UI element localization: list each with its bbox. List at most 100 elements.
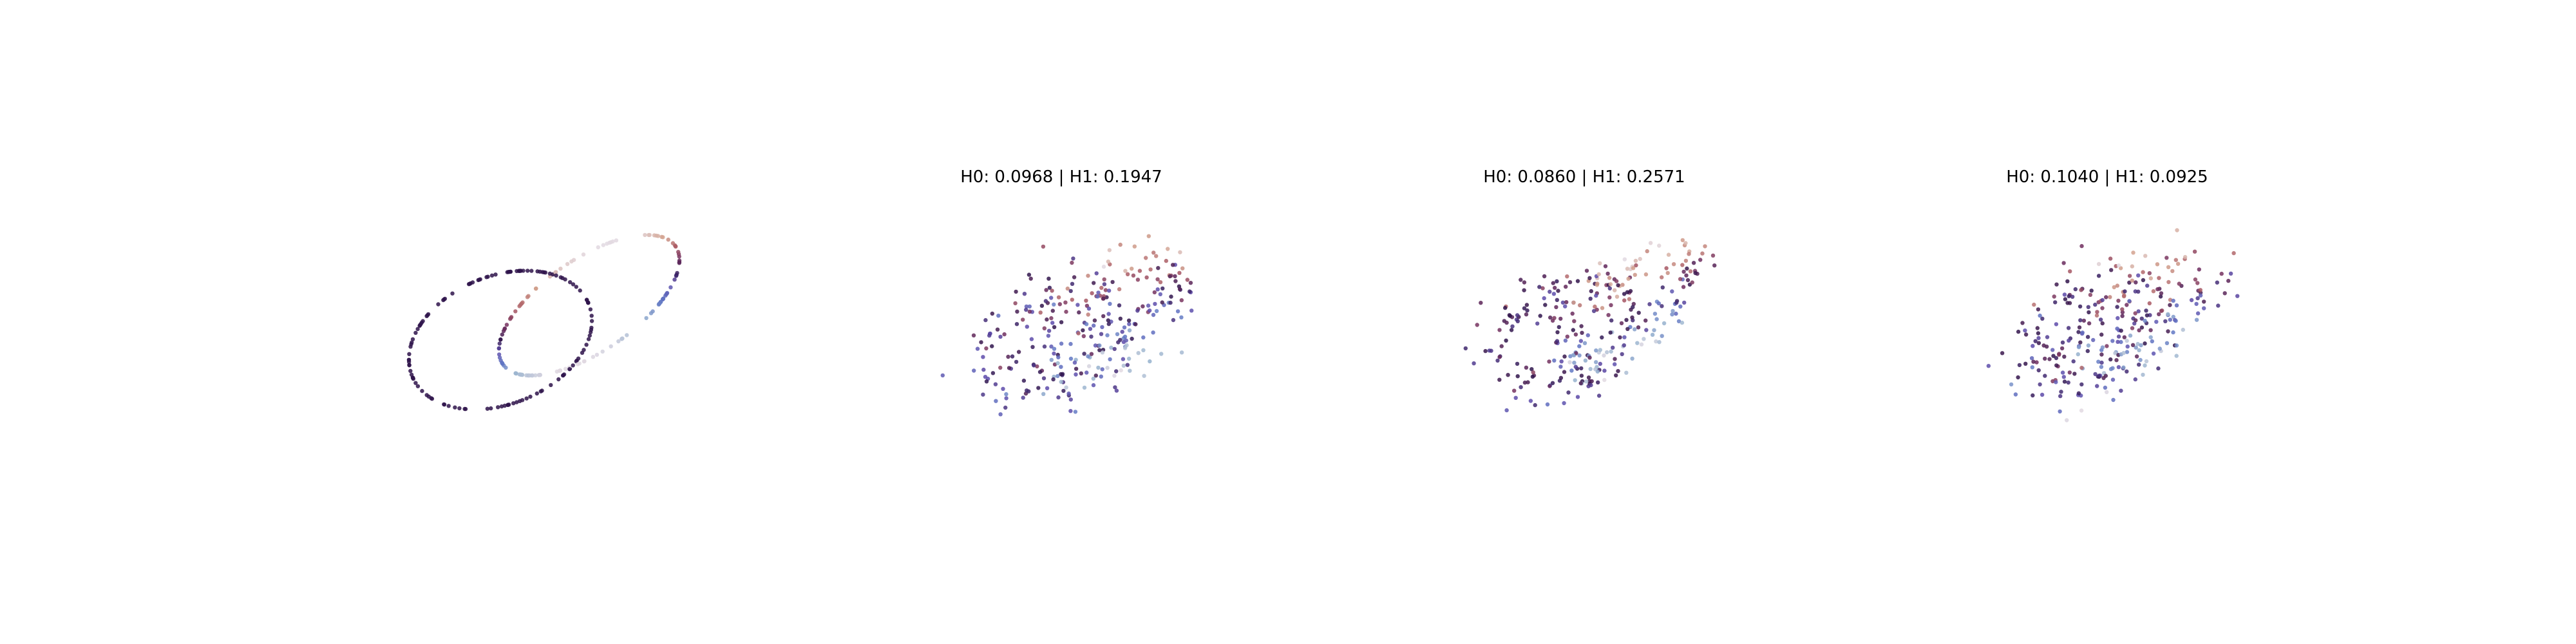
scatter-point [1027,304,1032,309]
scatter-point [2122,293,2126,298]
scatter-point [2036,331,2041,336]
scatter-point [1551,292,1557,296]
scatter-point [1001,386,1005,391]
scatter-point [1076,331,1081,336]
scatter-point [2136,309,2141,314]
scatter-point [2036,341,2041,345]
scatter-point [1108,301,1112,306]
scatter-point [1126,318,1132,323]
scatter-point [1644,328,1649,332]
scatter-point [1050,289,1054,293]
scatter-point [983,317,988,323]
scatter-point [1660,334,1664,338]
scatter-point [2020,321,2025,325]
scatter-point [2183,254,2188,260]
scatter-point [1124,338,1128,343]
scatter-point [2089,289,2094,293]
scatter-point [408,368,413,374]
scatter-point [588,307,593,312]
scatter-point [2127,280,2132,285]
scatter-point [415,327,420,332]
scatter-point [1135,308,1140,313]
scatter-point [1107,248,1112,252]
scatter-point [498,337,503,342]
scatter-point [1125,272,1130,276]
scatter-point [1027,309,1032,314]
scatter-point [2141,372,2145,377]
scatter-point [1101,314,1106,319]
scatter-point [1524,303,1530,307]
scatter-point [1155,277,1160,281]
scatter-point [2143,341,2147,346]
scatter-point [1088,327,1093,331]
scatter-point [520,398,525,402]
scatter-point [2147,301,2152,306]
scatter-point [1155,287,1160,292]
scatter-point [1091,383,1096,388]
scatter-point [2054,282,2059,287]
scatter-point [2198,288,2202,292]
scatter-point [1024,307,1028,312]
scatter-point [2125,339,2129,343]
scatter-point [1554,305,1558,310]
scatter-point [1041,244,1046,249]
scatter-point [2155,262,2160,267]
scatter-point [2181,327,2185,332]
scatter-point [1558,316,1563,321]
scatter-point [2139,316,2144,321]
scatter-point [1579,374,1584,378]
scatter-point [1660,304,1664,308]
scatter-point [1596,272,1601,277]
scatter-point [600,349,605,354]
scatter-point [1090,291,1094,296]
scatter-point [1173,274,1177,279]
scatter-point [979,340,983,345]
scatter-point [1177,287,1182,292]
scatter-point [1687,252,1691,256]
scatter-point [1611,345,1615,350]
scatter-point [1572,361,1577,365]
scatter-point [1703,244,1707,249]
scatter-point [2072,372,2077,376]
scatter-point [574,285,578,289]
scatter-point [1578,381,1583,386]
scatter-point [2098,317,2103,322]
scatter-point [1619,321,1624,326]
scatter-point [1660,275,1664,279]
scatter-point [1657,340,1662,345]
scatter-point [1552,316,1557,320]
scatter-point [1530,367,1534,372]
scatter-point [1127,322,1132,327]
scatter-point [2095,384,2099,388]
scatter-point [1072,360,1077,365]
scatter-point [1564,300,1569,305]
scatter-point [1135,278,1141,282]
scatter-point [2079,288,2083,292]
scatter-point [2076,391,2081,395]
scatter-point [1566,390,1571,395]
scatter-point [984,346,989,351]
scatter-point [1508,314,1512,318]
scatter-point [1175,309,1180,314]
scatter-point [1524,365,1529,370]
scatter-point [2093,372,2098,377]
scatter-point [2071,359,2076,364]
scatter-point [1633,258,1638,263]
scatter-point [1630,356,1634,361]
scatter-point [2066,380,2070,385]
scatter-point [2076,345,2081,350]
scatter-point [1122,346,1128,350]
scatter-point [2226,278,2231,283]
scatter-point [2116,263,2121,268]
scatter-point [1081,328,1085,333]
scatter-point [585,300,591,305]
scatter-point [504,323,509,327]
scatter-point [1117,287,1122,292]
scatter-point [538,373,542,377]
scatter-point [1479,301,1483,305]
scatter-point [1118,242,1122,247]
scatter-point [1483,348,1488,354]
scatter-point [1594,360,1598,365]
scatter-point [1688,269,1693,274]
scatter-point [2137,348,2141,352]
